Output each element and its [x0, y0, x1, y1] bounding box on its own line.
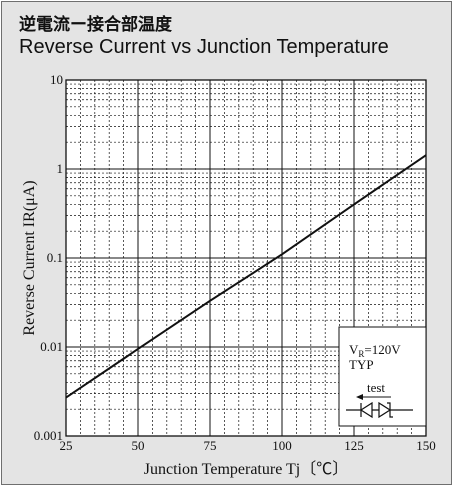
- y-tick-label: 0.01: [40, 339, 63, 354]
- chart-title-japanese: 逆電流ー接合部温度: [19, 15, 172, 35]
- legend-typ-text: TYP: [349, 357, 374, 372]
- series-lines: [65, 154, 427, 399]
- plot-border: [65, 79, 427, 437]
- x-tick-label: 100: [272, 438, 292, 453]
- series-line-1: [65, 154, 427, 399]
- y-tick-label: 10: [50, 72, 63, 87]
- legend-box: VR=120V TYP test: [338, 326, 427, 427]
- x-tick-labels: 25 50 75 100 125 150: [60, 438, 436, 453]
- bidirectional-diode-icon: [346, 401, 413, 419]
- x-tick-label: 50: [132, 438, 145, 453]
- grid: [66, 80, 426, 436]
- chart-title-english: Reverse Current vs Junction Temperature: [19, 36, 389, 58]
- test-direction-arrow-icon: [356, 394, 391, 400]
- y-tick-label: 0.1: [47, 250, 63, 265]
- x-tick-label: 150: [416, 438, 436, 453]
- y-axis-label: Reverse Current IR(μA): [21, 180, 38, 335]
- legend-test-text: test: [367, 380, 385, 395]
- x-axis-label: Junction Temperature Tj〔℃〕: [144, 460, 348, 478]
- y-tick-label: 1: [57, 161, 64, 176]
- x-tick-label: 75: [204, 438, 217, 453]
- y-tick-label: 0.001: [34, 428, 63, 443]
- x-tick-label: 125: [344, 438, 364, 453]
- legend-vr-text: VR=120V: [349, 342, 401, 359]
- y-tick-labels: 0.001 0.01 0.1 1 10: [34, 72, 63, 443]
- x-tick-label: 25: [60, 438, 73, 453]
